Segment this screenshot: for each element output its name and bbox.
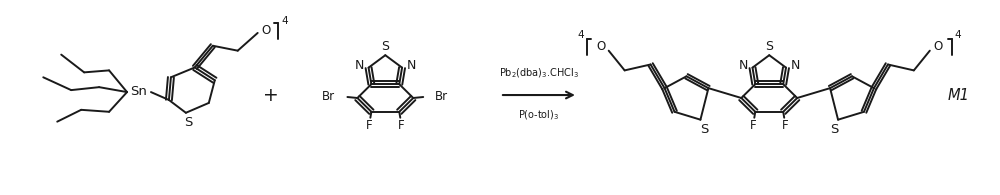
Text: S: S bbox=[184, 116, 192, 129]
Text: O: O bbox=[596, 40, 605, 53]
Text: O: O bbox=[933, 40, 942, 53]
Text: Br: Br bbox=[435, 90, 448, 103]
Text: F: F bbox=[366, 119, 373, 132]
Text: S: S bbox=[700, 123, 709, 136]
Text: 4: 4 bbox=[281, 16, 288, 26]
Text: 4: 4 bbox=[954, 30, 961, 40]
Text: S: S bbox=[381, 40, 389, 53]
Text: Br: Br bbox=[322, 90, 335, 103]
Text: +: + bbox=[263, 86, 279, 105]
Text: M1: M1 bbox=[948, 88, 970, 103]
Text: N: N bbox=[739, 59, 748, 72]
Text: P(o-tol)$_3$: P(o-tol)$_3$ bbox=[518, 108, 560, 121]
Text: N: N bbox=[790, 59, 800, 72]
Text: F: F bbox=[398, 119, 405, 132]
Text: 4: 4 bbox=[577, 30, 584, 40]
Text: S: S bbox=[765, 40, 773, 53]
Text: F: F bbox=[782, 119, 789, 132]
Text: N: N bbox=[355, 59, 364, 72]
Text: S: S bbox=[830, 123, 838, 136]
Text: Sn: Sn bbox=[131, 85, 147, 98]
Text: N: N bbox=[406, 59, 416, 72]
Text: Pb$_2$(dba)$_3$.CHCl$_3$: Pb$_2$(dba)$_3$.CHCl$_3$ bbox=[499, 66, 579, 80]
Text: F: F bbox=[750, 119, 757, 132]
Text: O: O bbox=[261, 24, 270, 37]
